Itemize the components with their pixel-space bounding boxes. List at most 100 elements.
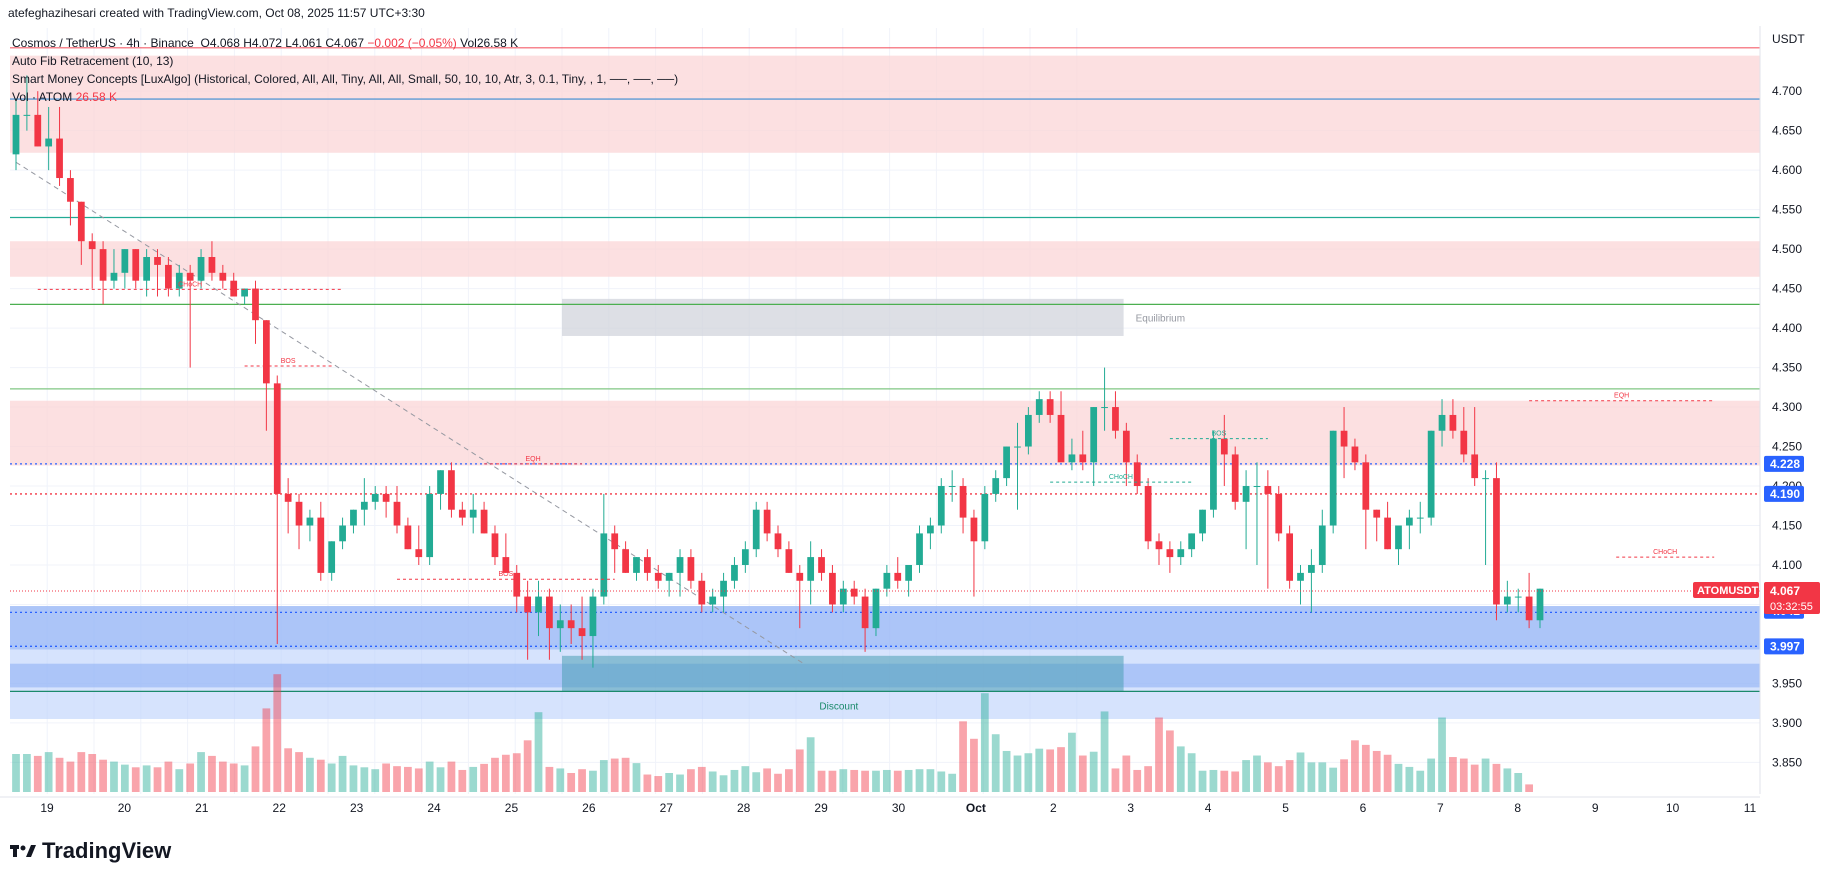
candle-body[interactable] [774,533,782,550]
candle-body[interactable] [1188,533,1196,550]
candle-body[interactable] [1155,541,1163,550]
candle-body[interactable] [1427,430,1435,518]
candle-body[interactable] [273,383,281,494]
indicator-smc[interactable]: Smart Money Concepts [LuxAlgo] (Historic… [12,72,679,86]
candle-body[interactable] [622,549,629,573]
candle-body[interactable] [850,588,858,597]
candle-body[interactable] [948,486,956,488]
candle-body[interactable] [1024,414,1032,447]
candle-body[interactable] [524,596,532,613]
candle-body[interactable] [1003,446,1010,479]
candle-body[interactable] [1405,517,1413,526]
candle-body[interactable] [382,493,390,502]
candle-body[interactable] [927,525,934,534]
candle-body[interactable] [186,272,194,281]
candle-body[interactable] [611,533,619,550]
candle-body[interactable] [839,588,847,605]
candle-body[interactable] [589,596,597,637]
candle-body[interactable] [350,509,357,526]
candle-body[interactable] [1525,596,1533,621]
candle-body[interactable] [1275,493,1283,534]
candle-body[interactable] [1220,438,1228,455]
candle-body[interactable] [1482,478,1489,480]
candle-body[interactable] [785,549,793,573]
candle-body[interactable] [1014,446,1021,448]
candle-body[interactable] [12,114,20,155]
candle-body[interactable] [328,541,336,573]
indicator-volume[interactable]: Vol · ATOM 26.58 K [12,88,678,106]
currency-label[interactable]: USDT [1772,32,1805,46]
candle-body[interactable] [861,596,869,629]
candle-body[interactable] [77,201,85,242]
candle-body[interactable] [1493,478,1500,605]
candle-body[interactable] [578,628,586,637]
candle-body[interactable] [556,620,564,629]
candle-body[interactable] [1514,596,1522,598]
candle-body[interactable] [1068,454,1076,463]
candle-body[interactable] [154,257,161,265]
candle-body[interactable] [916,533,923,565]
candle-body[interactable] [219,272,227,281]
candle-body[interactable] [99,249,107,281]
candle-body[interactable] [1035,399,1043,415]
candle-body[interactable] [1210,438,1217,510]
candle-body[interactable] [698,580,706,605]
candle-body[interactable] [1199,509,1206,534]
candle-body[interactable] [905,564,913,581]
candle-body[interactable] [567,620,575,629]
candle-body[interactable] [1079,454,1087,463]
candle-body[interactable] [1133,462,1141,487]
candle-body[interactable] [306,517,314,526]
candle-body[interactable] [1253,486,1261,488]
candle-body[interactable] [981,493,989,542]
candle-body[interactable] [883,572,891,589]
candle-body[interactable] [654,572,662,581]
candle-body[interactable] [262,320,270,384]
candle-body[interactable] [1177,549,1185,558]
candle-body[interactable] [741,549,749,565]
candle-body[interactable] [252,288,259,321]
candle-body[interactable] [404,525,412,550]
candle-body[interactable] [970,517,978,542]
candle-body[interactable] [34,114,42,147]
indicator-fib[interactable]: Auto Fib Retracement (10, 13) [12,54,174,68]
candle-body[interactable] [1242,486,1250,502]
candle-body[interactable] [1057,414,1065,463]
candle-body[interactable] [45,138,53,147]
symbol-title[interactable]: Cosmos / TetherUS · 4h · Binance [12,36,194,50]
candle-body[interactable] [1460,430,1468,455]
candle-body[interactable] [1329,430,1337,526]
candle-body[interactable] [67,178,74,202]
candle-body[interactable] [295,501,303,526]
candle-body[interactable] [121,249,129,273]
candle-body[interactable] [339,525,346,542]
candle-body[interactable] [752,509,760,550]
candle-body[interactable] [284,493,292,502]
candle-body[interactable] [132,249,140,281]
candle-body[interactable] [1297,572,1304,581]
candle-body[interactable] [676,557,684,573]
candle-body[interactable] [317,517,325,573]
candle-body[interactable] [1373,509,1381,518]
candle-body[interactable] [633,557,640,573]
candle-body[interactable] [1416,517,1424,519]
candle-body[interactable] [807,557,815,581]
candle-body[interactable] [937,486,945,526]
candle-body[interactable] [415,549,423,558]
candle-body[interactable] [1536,588,1544,621]
candle-body[interactable] [1122,430,1130,463]
candle-body[interactable] [992,478,1000,494]
candle-body[interactable] [469,509,477,518]
candle-body[interactable] [643,557,651,573]
candle-body[interactable] [437,470,444,494]
candle-body[interactable] [535,596,542,613]
candle-body[interactable] [23,114,31,116]
candle-body[interactable] [56,138,63,179]
candle-body[interactable] [1166,549,1174,558]
candle-body[interactable] [687,557,695,581]
candle-body[interactable] [1046,399,1054,415]
candle-body[interactable] [1438,414,1446,431]
candle-body[interactable] [393,501,401,526]
candle-body[interactable] [1362,462,1370,510]
candle-body[interactable] [720,580,727,597]
